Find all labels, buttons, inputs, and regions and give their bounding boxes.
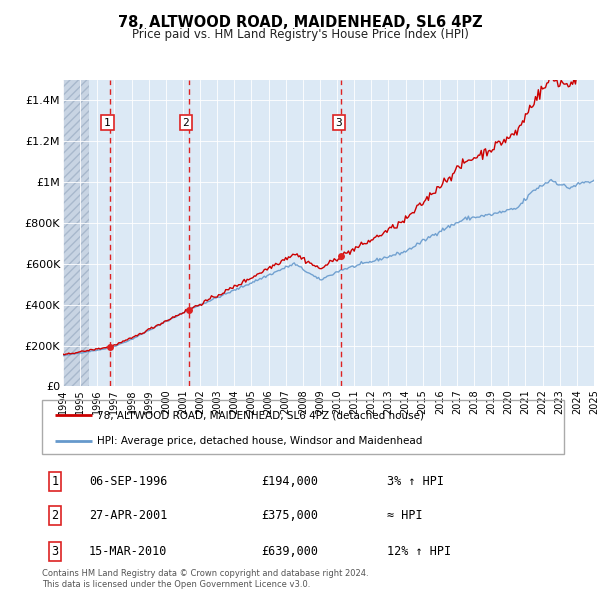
Text: £194,000: £194,000 [261,475,318,488]
Text: 78, ALTWOOD ROAD, MAIDENHEAD, SL6 4PZ: 78, ALTWOOD ROAD, MAIDENHEAD, SL6 4PZ [118,15,482,30]
Text: 27-APR-2001: 27-APR-2001 [89,509,167,522]
Text: 3% ↑ HPI: 3% ↑ HPI [386,475,443,488]
Text: Price paid vs. HM Land Registry's House Price Index (HPI): Price paid vs. HM Land Registry's House … [131,28,469,41]
Text: 3: 3 [335,117,342,127]
Text: 3: 3 [52,545,59,558]
Text: 06-SEP-1996: 06-SEP-1996 [89,475,167,488]
Text: 2: 2 [182,117,190,127]
Text: HPI: Average price, detached house, Windsor and Maidenhead: HPI: Average price, detached house, Wind… [97,436,422,445]
Text: Contains HM Land Registry data © Crown copyright and database right 2024.
This d: Contains HM Land Registry data © Crown c… [42,569,368,589]
Text: 12% ↑ HPI: 12% ↑ HPI [386,545,451,558]
Text: 1: 1 [52,475,59,488]
Text: 78, ALTWOOD ROAD, MAIDENHEAD, SL6 4PZ (detached house): 78, ALTWOOD ROAD, MAIDENHEAD, SL6 4PZ (d… [97,410,424,420]
Text: 2: 2 [52,509,59,522]
Text: 1: 1 [104,117,111,127]
Text: ≈ HPI: ≈ HPI [386,509,422,522]
Text: 15-MAR-2010: 15-MAR-2010 [89,545,167,558]
Text: £375,000: £375,000 [261,509,318,522]
Text: £639,000: £639,000 [261,545,318,558]
